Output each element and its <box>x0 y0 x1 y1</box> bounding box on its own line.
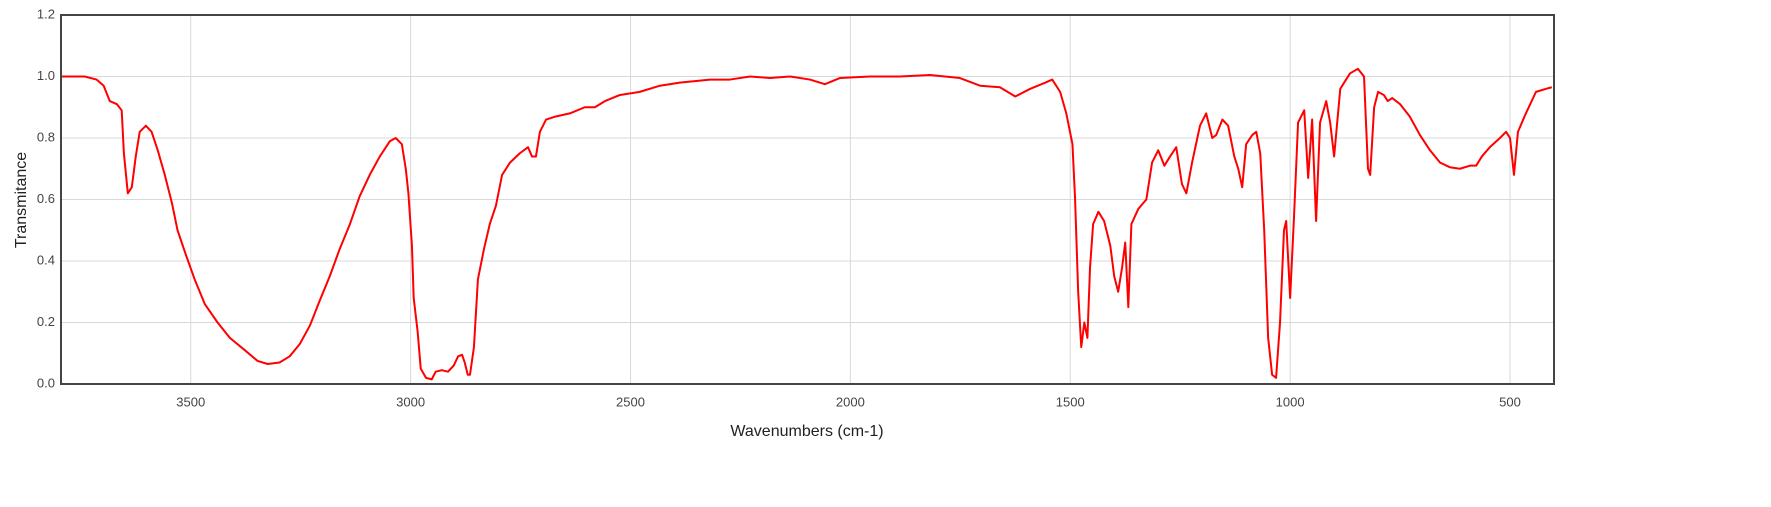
plot-frame <box>60 14 1555 385</box>
x-tick-label: 3000 <box>396 394 425 409</box>
y-tick-label: 0.6 <box>37 191 55 206</box>
spectrum-line <box>60 67 1553 381</box>
y-axis-title: Transmitance <box>13 152 30 248</box>
y-tick-label: 0.0 <box>37 375 55 390</box>
y-tick-label: 0.8 <box>37 129 55 144</box>
x-tick-label: 1500 <box>1056 394 1085 409</box>
x-axis-title: Wavenumbers (cm-1) <box>730 423 883 440</box>
x-tick-label: 3500 <box>176 394 205 409</box>
y-tick-label: 0.2 <box>37 314 55 329</box>
x-tick-label: 2000 <box>836 394 865 409</box>
x-tick-label: 500 <box>1499 394 1521 409</box>
y-tick-label: 1.2 <box>37 6 55 21</box>
y-tick-label: 1.0 <box>37 68 55 83</box>
x-tick-label: 1000 <box>1276 394 1305 409</box>
y-tick-label: 0.4 <box>37 252 55 267</box>
x-tick-label: 2500 <box>616 394 645 409</box>
